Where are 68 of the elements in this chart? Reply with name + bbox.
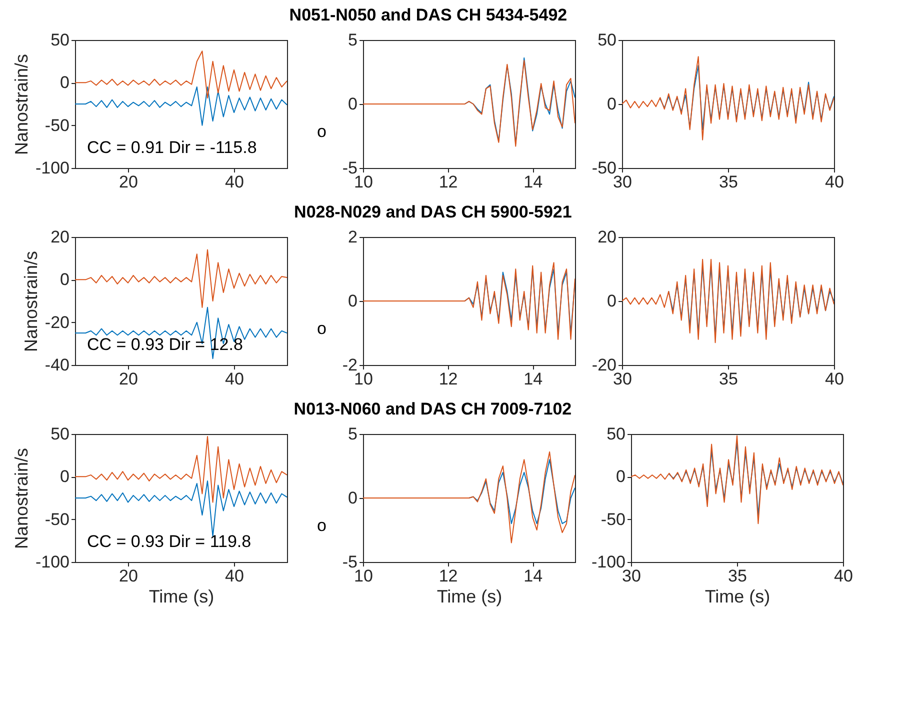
line-series bbox=[363, 451, 575, 544]
y-tick-label: 50 bbox=[606, 424, 626, 444]
y-tick-label: -50 bbox=[44, 510, 70, 529]
x-tick-label: 40 bbox=[825, 172, 844, 192]
line-series bbox=[75, 436, 287, 503]
y-tick-label: 50 bbox=[50, 30, 70, 50]
annotation: CC = 0.93 Dir = 119.8 bbox=[87, 532, 252, 551]
y-tick-label: 0 bbox=[616, 467, 626, 486]
y-tick-label: 0 bbox=[348, 488, 358, 508]
line-series bbox=[75, 306, 287, 360]
x-axis-title: Time (s) bbox=[436, 586, 502, 606]
x-tick-label: 35 bbox=[719, 172, 738, 192]
text: o bbox=[317, 319, 326, 338]
x-tick-label: 40 bbox=[825, 370, 844, 388]
y-tick-label: 0 bbox=[60, 270, 70, 290]
y-tick-label: 5 bbox=[348, 30, 358, 50]
y-tick-label: 2 bbox=[348, 228, 358, 246]
y-tick-label: 50 bbox=[598, 30, 616, 50]
x-tick-label: 14 bbox=[524, 566, 543, 586]
y-axis-title: Nanostrain/s bbox=[11, 448, 32, 550]
line-series bbox=[363, 60, 575, 147]
y-tick-label: 20 bbox=[598, 228, 616, 246]
y-tick-label: 5 bbox=[348, 424, 358, 444]
line-series bbox=[75, 50, 287, 99]
y-tick-label: 0 bbox=[607, 292, 616, 310]
y-axis-title: Nanostrain/s bbox=[11, 54, 32, 156]
y-tick-label: -40 bbox=[44, 356, 70, 374]
x-tick-label: 35 bbox=[728, 566, 747, 586]
x-tick-label: 40 bbox=[225, 172, 244, 192]
y-tick-label: -100 bbox=[35, 158, 70, 178]
y-tick-label: 0 bbox=[348, 292, 358, 310]
annotation: CC = 0.91 Dir = -115.8 bbox=[87, 138, 257, 157]
y-tick-label: -50 bbox=[600, 510, 626, 529]
x-axis-title: Time (s) bbox=[148, 586, 214, 606]
y-tick-label: 0 bbox=[60, 467, 70, 486]
y-tick-label: 50 bbox=[50, 424, 70, 444]
line-series bbox=[631, 435, 843, 524]
y-tick-label: 0 bbox=[607, 94, 616, 114]
y-tick-label: 0 bbox=[60, 73, 70, 92]
y-tick-label: 0 bbox=[348, 94, 358, 114]
line-series bbox=[622, 258, 834, 344]
x-tick-label: 20 bbox=[119, 370, 138, 388]
x-tick-label: 40 bbox=[225, 566, 244, 586]
x-tick-label: 20 bbox=[119, 566, 138, 586]
x-tick-label: 20 bbox=[119, 172, 138, 192]
x-tick-label: 40 bbox=[225, 370, 244, 388]
x-tick-label: 12 bbox=[438, 370, 458, 388]
chart-title: N013-N060 and DAS CH 7009-7102 bbox=[294, 400, 572, 418]
x-tick-label: 40 bbox=[834, 566, 853, 586]
y-tick-label: -100 bbox=[35, 552, 70, 572]
chart-title: N051-N050 and DAS CH 5434-5492 bbox=[289, 6, 568, 24]
line-series bbox=[75, 86, 287, 126]
line-series bbox=[75, 249, 287, 308]
x-axis-title: Time (s) bbox=[704, 586, 770, 606]
x-tick-label: 35 bbox=[719, 370, 738, 388]
y-tick-label: -20 bbox=[44, 312, 70, 332]
y-tick-label: -50 bbox=[44, 116, 70, 135]
text: o bbox=[317, 516, 326, 536]
line-series bbox=[363, 262, 575, 340]
chart-title: N028-N029 and DAS CH 5900-5921 bbox=[294, 202, 572, 222]
text: o bbox=[317, 122, 326, 142]
x-tick-label: 12 bbox=[438, 172, 458, 192]
x-tick-label: 14 bbox=[524, 370, 543, 388]
x-tick-label: 12 bbox=[438, 566, 458, 586]
line-series bbox=[622, 56, 834, 140]
y-tick-label: 20 bbox=[50, 228, 70, 246]
x-tick-label: 14 bbox=[524, 172, 543, 192]
y-axis-title: Nanostrain/s bbox=[20, 250, 41, 352]
